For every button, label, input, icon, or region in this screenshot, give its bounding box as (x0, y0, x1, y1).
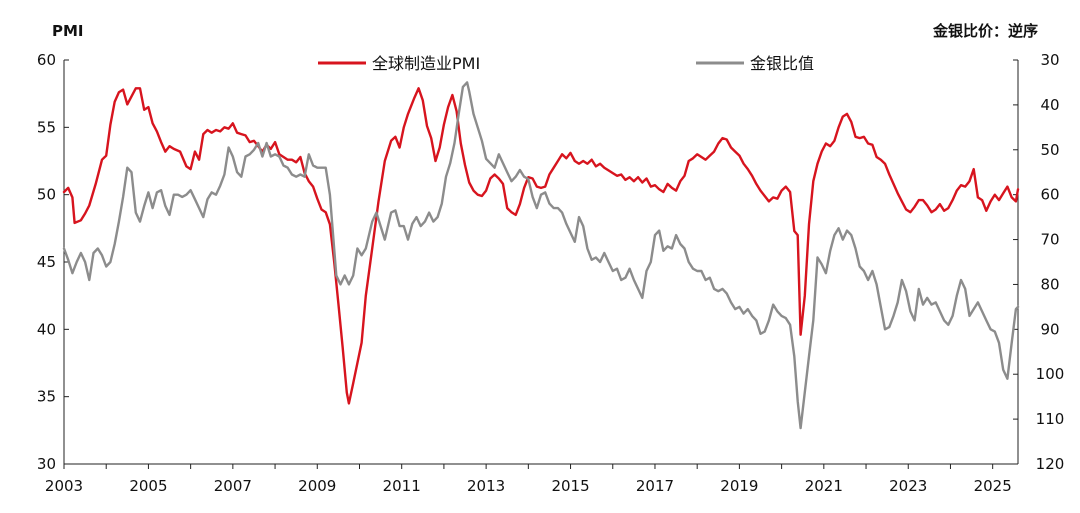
series-line-global-pmi (62, 87, 1020, 405)
y-left-tick-label: 60 (37, 51, 56, 69)
y-right-tick-label: 120 (1036, 455, 1065, 473)
y-right-tick-label: 80 (1040, 275, 1059, 293)
y-left-tick-label: 45 (37, 253, 56, 271)
x-tick-label: 2005 (129, 477, 167, 495)
y-left-tick-label: 30 (37, 455, 56, 473)
y-right-tick-label: 110 (1036, 410, 1065, 428)
x-tick-label: 2021 (805, 477, 843, 495)
y-right-tick-label: 100 (1036, 365, 1065, 383)
x-tick-label: 2023 (889, 477, 927, 495)
series-line-gold-silver-ratio (62, 81, 1020, 430)
x-tick-label: 2015 (551, 477, 589, 495)
x-tick-label: 2019 (720, 477, 758, 495)
y-right-tick-label: 40 (1040, 96, 1059, 114)
x-tick-label: 2013 (467, 477, 505, 495)
x-tick-label: 2025 (974, 477, 1012, 495)
y-right-tick-label: 50 (1040, 141, 1059, 159)
x-tick-label: 2017 (636, 477, 674, 495)
y-left-tick-label: 40 (37, 320, 56, 338)
y-right-tick-label: 60 (1040, 186, 1059, 204)
y-axis-left-title: PMI (52, 22, 84, 40)
y-right-tick-label: 30 (1040, 51, 1059, 69)
y-right-tick-label: 70 (1040, 231, 1059, 249)
legend-global-pmi-label: 全球制造业PMI (372, 54, 480, 73)
y-left-tick-label: 55 (37, 118, 56, 136)
y-left-tick-label: 35 (37, 388, 56, 406)
legend-gold-silver-ratio-label: 金银比值 (750, 54, 814, 73)
x-tick-label: 2009 (298, 477, 336, 495)
x-tick-label: 2003 (45, 477, 83, 495)
x-tick-label: 2007 (214, 477, 252, 495)
x-tick-label: 2011 (383, 477, 421, 495)
y-left-tick-label: 50 (37, 186, 56, 204)
y-right-tick-label: 90 (1040, 320, 1059, 338)
y-axis-right-title: 金银比价：逆序 (932, 22, 1038, 40)
